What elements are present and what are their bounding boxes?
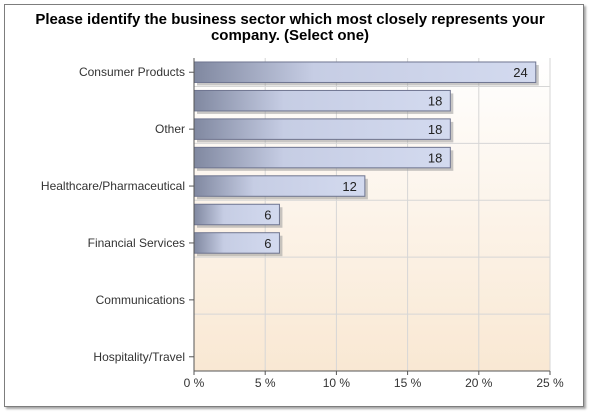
x-tick-label: 0 % <box>184 376 205 390</box>
chart-title: Please identify the business sector whic… <box>35 11 545 44</box>
x-tick-label: 5 % <box>255 376 276 390</box>
x-tick-label: 15 % <box>394 376 422 390</box>
category-label: Communications <box>96 293 185 307</box>
category-label: Financial Services <box>88 236 185 250</box>
bar-value-label: 6 <box>264 236 271 251</box>
category-label: Consumer Products <box>79 65 185 79</box>
bar <box>193 89 451 112</box>
x-tick-label: 25 % <box>536 376 564 390</box>
bar <box>193 175 366 197</box>
bar-value-label: 12 <box>342 179 356 194</box>
bar-value-label: 6 <box>264 208 271 223</box>
category-label: Healthcare/Pharmaceutical <box>41 179 185 193</box>
bar-value-label: 18 <box>428 94 442 109</box>
x-tick-label: 20 % <box>465 376 493 390</box>
category-label: Other <box>155 122 185 136</box>
bar <box>193 146 451 169</box>
bar <box>193 61 537 83</box>
bar <box>193 118 451 140</box>
category-label: Hospitality/Travel <box>93 350 185 364</box>
bar-value-label: 18 <box>428 151 442 166</box>
bar-value-label: 24 <box>513 65 527 80</box>
bar-value-label: 18 <box>428 122 442 137</box>
x-tick-label: 10 % <box>323 376 351 390</box>
